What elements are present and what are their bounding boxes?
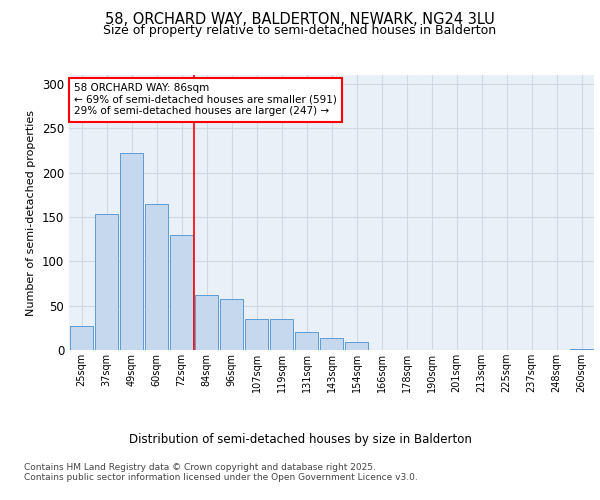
Bar — [170, 234, 193, 350]
Bar — [119, 153, 143, 350]
Y-axis label: Number of semi-detached properties: Number of semi-detached properties — [26, 110, 37, 316]
Bar — [344, 342, 368, 350]
Bar — [220, 300, 244, 350]
Bar — [569, 349, 593, 350]
Text: Distribution of semi-detached houses by size in Balderton: Distribution of semi-detached houses by … — [128, 432, 472, 446]
Bar — [245, 319, 268, 350]
Bar — [194, 295, 218, 350]
Bar — [269, 319, 293, 350]
Bar — [295, 332, 319, 350]
Bar — [320, 338, 343, 350]
Text: Size of property relative to semi-detached houses in Balderton: Size of property relative to semi-detach… — [103, 24, 497, 37]
Bar — [95, 214, 118, 350]
Bar — [70, 326, 94, 350]
Bar — [145, 204, 169, 350]
Text: Contains HM Land Registry data © Crown copyright and database right 2025.
Contai: Contains HM Land Registry data © Crown c… — [24, 462, 418, 482]
Text: 58, ORCHARD WAY, BALDERTON, NEWARK, NG24 3LU: 58, ORCHARD WAY, BALDERTON, NEWARK, NG24… — [105, 12, 495, 28]
Text: 58 ORCHARD WAY: 86sqm
← 69% of semi-detached houses are smaller (591)
29% of sem: 58 ORCHARD WAY: 86sqm ← 69% of semi-deta… — [74, 83, 337, 116]
